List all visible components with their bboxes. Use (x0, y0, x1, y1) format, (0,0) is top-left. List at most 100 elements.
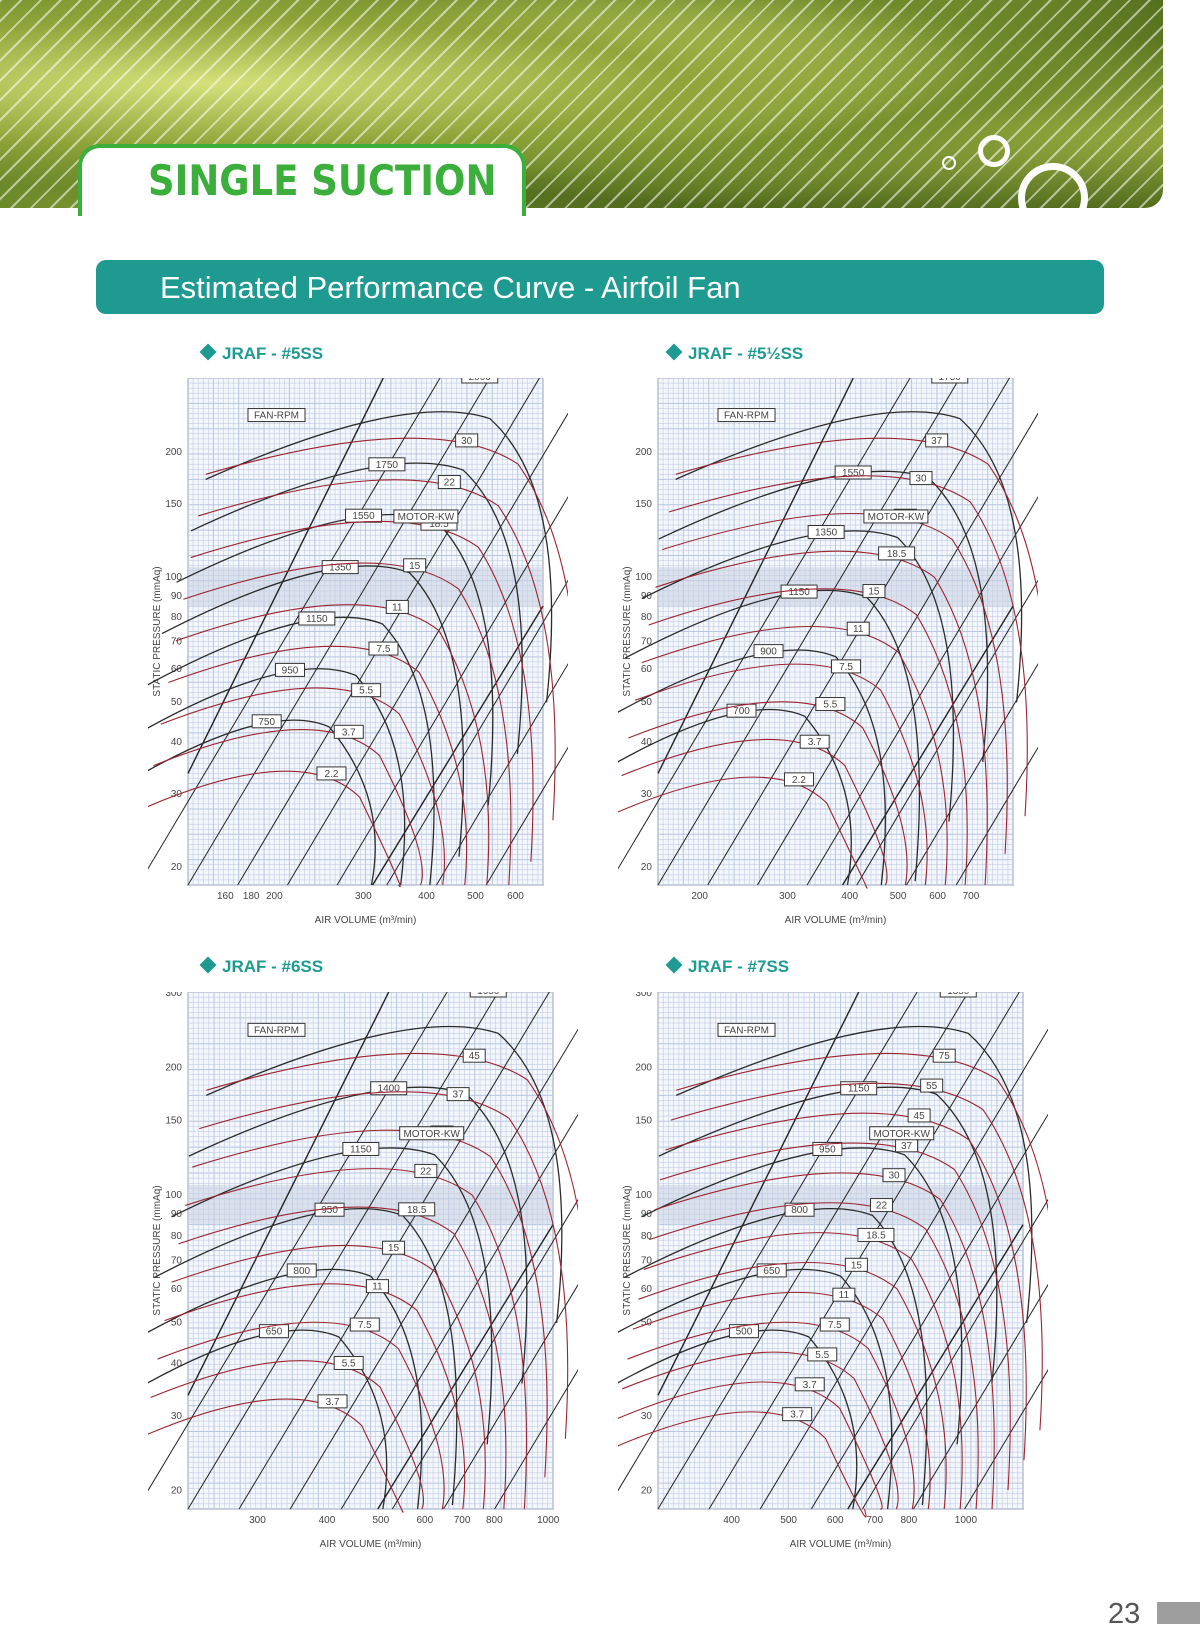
rpm-label: 1650 (477, 992, 500, 997)
kw-label: 3.7 (803, 1380, 817, 1391)
motor-kw-curve (148, 770, 401, 888)
rpm-label: 1750 (376, 460, 399, 471)
y-tick-label: 20 (641, 1486, 653, 1497)
rpm-label: 800 (293, 1266, 310, 1277)
motor-kw-curve (190, 520, 534, 862)
y-tick-label: 70 (641, 636, 653, 647)
resistance-line (443, 1283, 578, 1510)
rpm-label: 1150 (788, 587, 810, 598)
motor-kw-annotation: MOTOR-KW (398, 512, 455, 523)
rpm-label-box (258, 1324, 289, 1339)
kw-label-box (831, 659, 862, 674)
motor-kw-curve (675, 437, 1038, 598)
envelope-line (657, 992, 860, 1396)
motor-kw-curve (618, 776, 868, 889)
kw-label: 22 (420, 1166, 432, 1177)
rpm-label: 900 (760, 647, 777, 658)
rpm-label: 950 (282, 665, 299, 676)
envelope-line (187, 992, 390, 1396)
resistance-line (861, 1198, 1048, 1510)
performance-chart-5ss: 160 180 200 300 400 500 6002030405060708090100… (148, 378, 568, 926)
rpm-label: 650 (763, 1266, 780, 1277)
kw-label: 15 (851, 1260, 863, 1271)
y-tick-label: 100 (635, 1190, 652, 1201)
fan-rpm-curve (641, 1147, 963, 1445)
kw-label-box (455, 433, 479, 448)
resistance-line (759, 1028, 1048, 1510)
kw-label-box (462, 1048, 486, 1063)
performance-chart-7ss: 400 500 600 700 800 1000203050607080901001502… (618, 992, 1048, 1550)
motor-kw-curve (171, 1244, 486, 1510)
kw-label: 22 (444, 478, 456, 489)
resistance-line (856, 579, 1038, 886)
kw-label: 18.5 (429, 519, 449, 530)
kw-label: 37 (453, 1090, 465, 1101)
y-tick-label: 50 (171, 697, 183, 708)
kw-label: 18.5 (866, 1230, 886, 1241)
motor-kw-curve (618, 1411, 867, 1518)
envelope-line (657, 378, 854, 774)
resistance-line (810, 1113, 1048, 1510)
rpm-label: 500 (736, 1327, 753, 1338)
kw-label: 5.5 (815, 1350, 829, 1361)
rpm-label-box (469, 992, 507, 998)
resistance-line (657, 378, 961, 886)
kw-label-box (446, 1087, 470, 1102)
fan-rpm-curve (618, 649, 886, 886)
kw-label: 3.7 (342, 727, 356, 738)
chart-title-7ss: JRAF - #7SS (665, 956, 789, 977)
fan-rpm-annotation-box (717, 1022, 776, 1037)
y-tick-label: 300 (635, 992, 652, 999)
chart-title-5ss: JRAF - #5SS (199, 343, 323, 364)
fan-rpm-curve (148, 668, 406, 886)
x-tick-label: 500 (372, 1515, 389, 1526)
rpm-label: 1150 (350, 1144, 372, 1155)
kw-label-box (783, 772, 814, 787)
fan-rpm-curve (190, 462, 523, 754)
motor-kw-curve (634, 663, 928, 886)
y-tick-label: 100 (635, 572, 652, 583)
y-tick-label: 80 (171, 612, 183, 623)
kw-label: 15 (868, 587, 880, 598)
resistance-line (340, 1113, 578, 1510)
x-tick-label: 700 (454, 1515, 471, 1526)
y-tick-label: 150 (635, 1115, 652, 1126)
motor-kw-curve (659, 1142, 1011, 1491)
motor-kw-curve (178, 1206, 507, 1510)
fan-rpm-curve (618, 708, 852, 886)
motor-kw-curve (164, 1283, 466, 1510)
motor-kw-curve (153, 729, 423, 886)
y-tick-label: 80 (641, 1231, 653, 1242)
resistance-line (187, 992, 499, 1510)
motor-kw-curve (205, 437, 568, 598)
rpm-label-box (812, 1141, 843, 1156)
kw-label-box (832, 1287, 856, 1302)
x-tick-label: 1000 (537, 1515, 560, 1526)
kw-label: 30 (461, 436, 473, 447)
motor-kw-curve (641, 625, 948, 886)
kw-label: 3.7 (326, 1397, 340, 1408)
kw-label-box (925, 433, 949, 448)
y-tick-label: 200 (635, 447, 652, 458)
y-tick-label: 70 (641, 1255, 653, 1266)
kw-label-box (368, 641, 399, 656)
kw-label-box (437, 475, 461, 490)
y-tick-label: 50 (171, 1317, 183, 1328)
chart-title-5-half-ss: JRAF - #5½SS (665, 343, 803, 364)
resistance-line (708, 992, 1020, 1510)
kw-label: 7.5 (839, 662, 853, 673)
kw-label-box (333, 1355, 364, 1370)
kw-label-box (909, 471, 933, 486)
y-tick-label: 300 (165, 992, 182, 999)
y-tick-label: 40 (641, 737, 653, 748)
resistance-line (386, 579, 568, 886)
motor-kw-curve (206, 1052, 578, 1213)
grid-lines (187, 378, 544, 886)
fan-rpm-curve (618, 1268, 893, 1510)
fan-rpm-annotation-box (717, 408, 776, 423)
kw-label: 75 (939, 1051, 951, 1062)
kw-label-box (807, 1347, 838, 1362)
x-tick-label: 400 (723, 1515, 740, 1526)
kw-label: 15 (409, 561, 421, 572)
rpm-label: 1400 (378, 1084, 401, 1095)
